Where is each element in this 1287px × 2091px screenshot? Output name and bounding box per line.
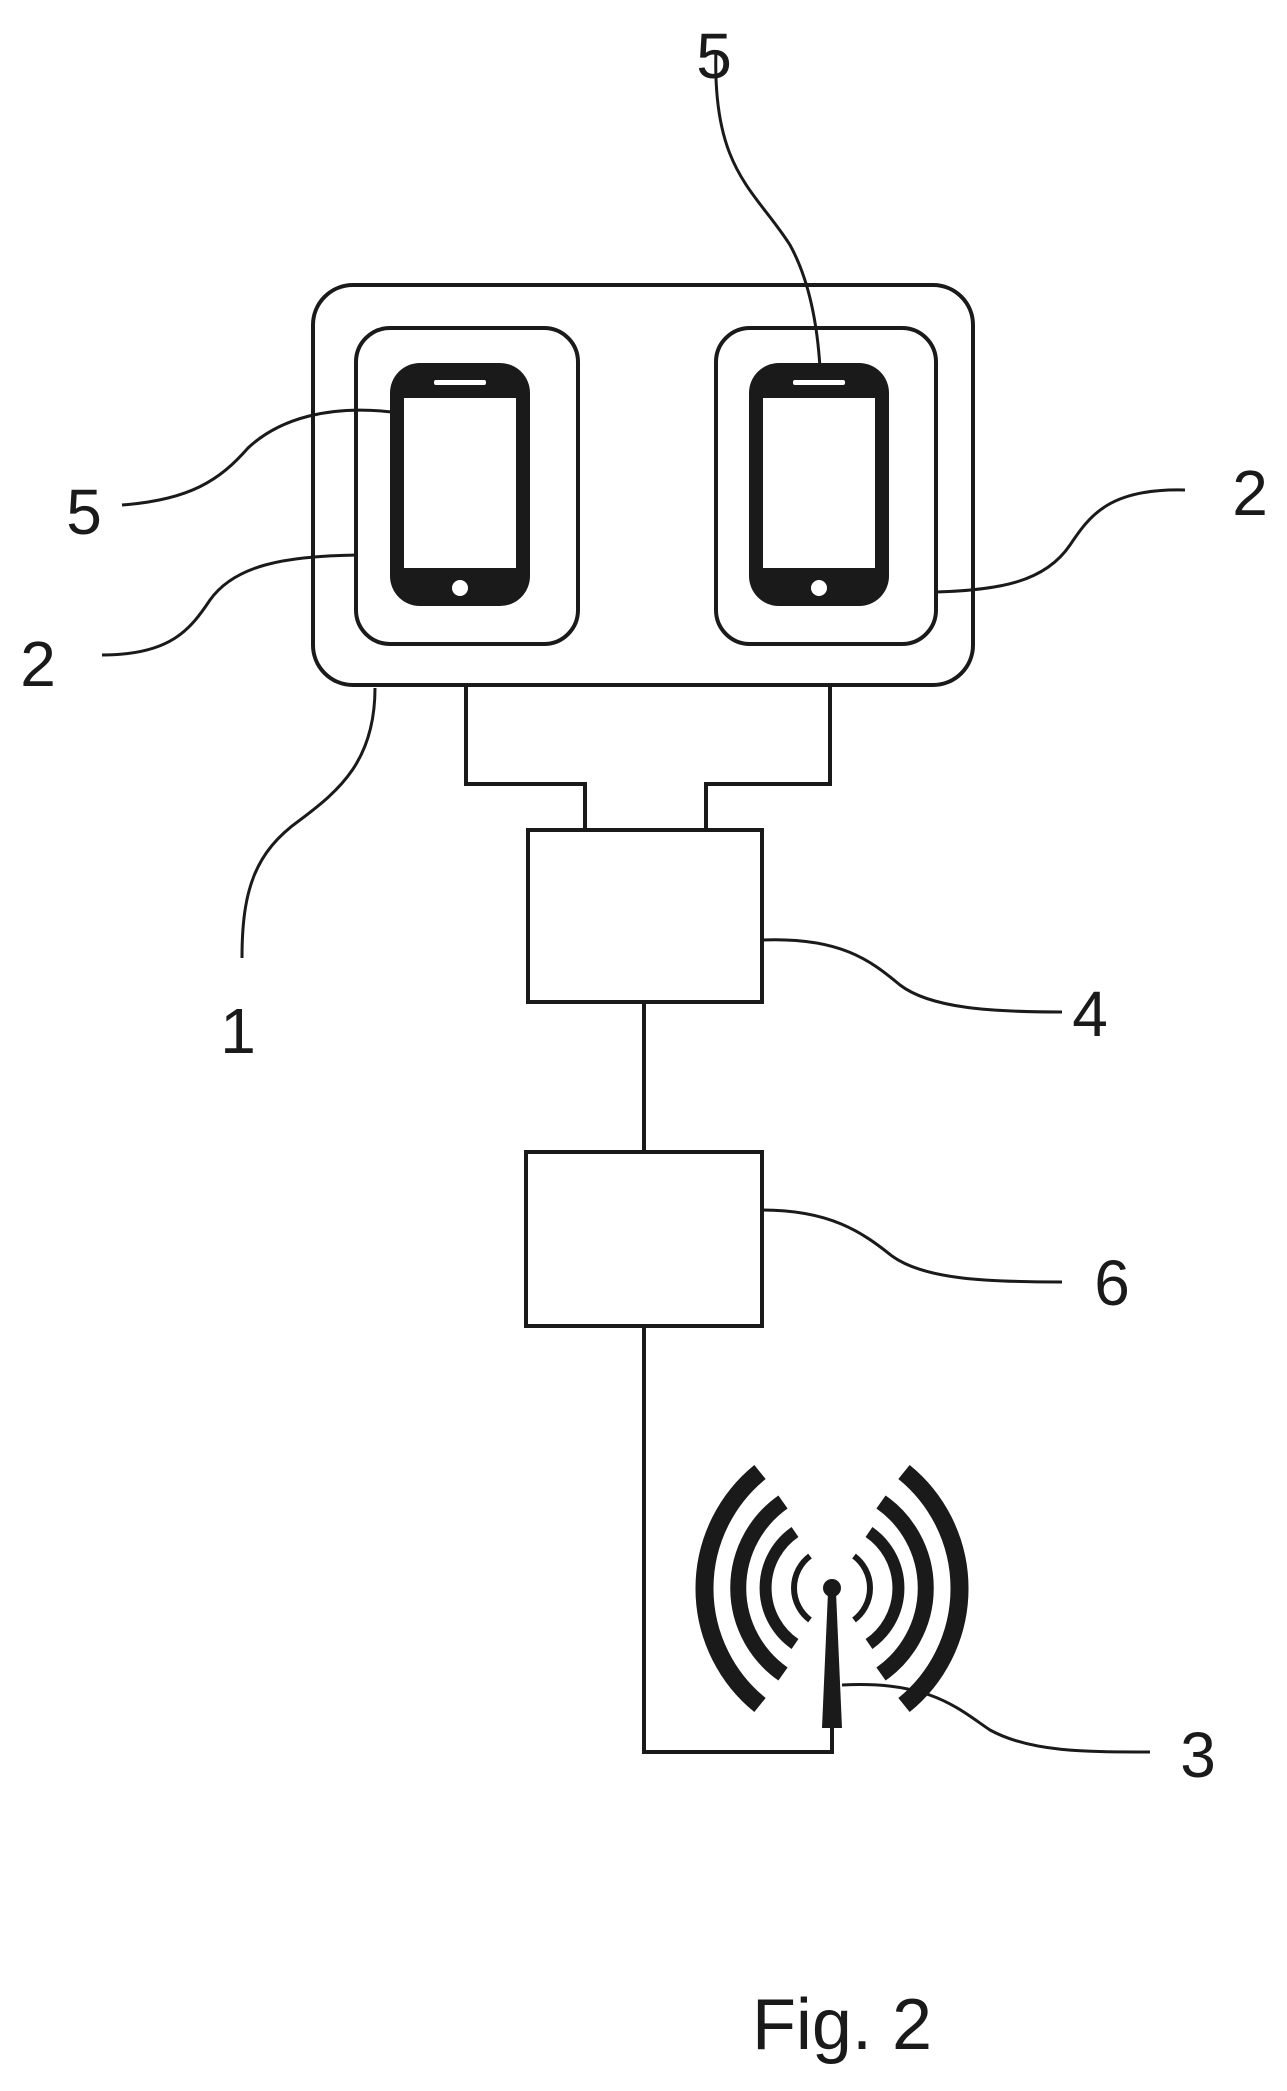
connector-left bbox=[466, 685, 585, 830]
unit-6-box bbox=[526, 1152, 762, 1326]
label-4: 4 bbox=[1072, 978, 1108, 1050]
label-6: 6 bbox=[1094, 1247, 1130, 1319]
label-2-left: 2 bbox=[20, 628, 56, 700]
label-5-left: 5 bbox=[66, 476, 102, 548]
leader-line-5-right bbox=[716, 50, 820, 368]
leader-line-4 bbox=[762, 940, 1062, 1012]
leader-line-1 bbox=[242, 688, 375, 958]
figure-caption: Fig. 2 bbox=[752, 1985, 932, 2065]
leader-line-5-left bbox=[122, 410, 392, 505]
leader-line-3 bbox=[842, 1684, 1150, 1752]
label-2-right: 2 bbox=[1232, 457, 1268, 529]
smartphone-icon bbox=[390, 363, 530, 606]
leader-line-6 bbox=[762, 1210, 1062, 1282]
label-3: 3 bbox=[1180, 1719, 1216, 1791]
connector-right bbox=[706, 685, 830, 830]
smartphone-icon bbox=[749, 363, 889, 606]
unit-4-box bbox=[528, 830, 762, 1002]
wireless-antenna-icon bbox=[704, 1472, 959, 1728]
leader-line-2-left bbox=[102, 555, 358, 655]
label-1: 1 bbox=[220, 995, 256, 1067]
label-5-right: 5 bbox=[696, 20, 732, 92]
